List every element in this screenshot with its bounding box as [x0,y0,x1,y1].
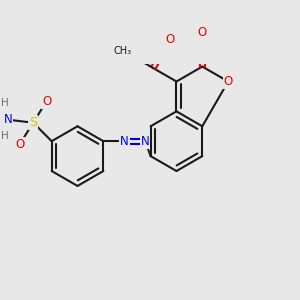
Text: N: N [141,135,149,148]
Text: O: O [224,75,233,88]
Text: N: N [120,135,129,148]
Text: S: S [29,116,38,129]
Text: O: O [42,95,51,108]
Text: CH₃: CH₃ [114,46,132,56]
Text: H: H [1,98,9,108]
Text: H: H [1,131,9,141]
Text: O: O [15,138,24,151]
Text: O: O [198,26,207,39]
Text: N: N [3,113,12,126]
Text: O: O [165,33,174,46]
